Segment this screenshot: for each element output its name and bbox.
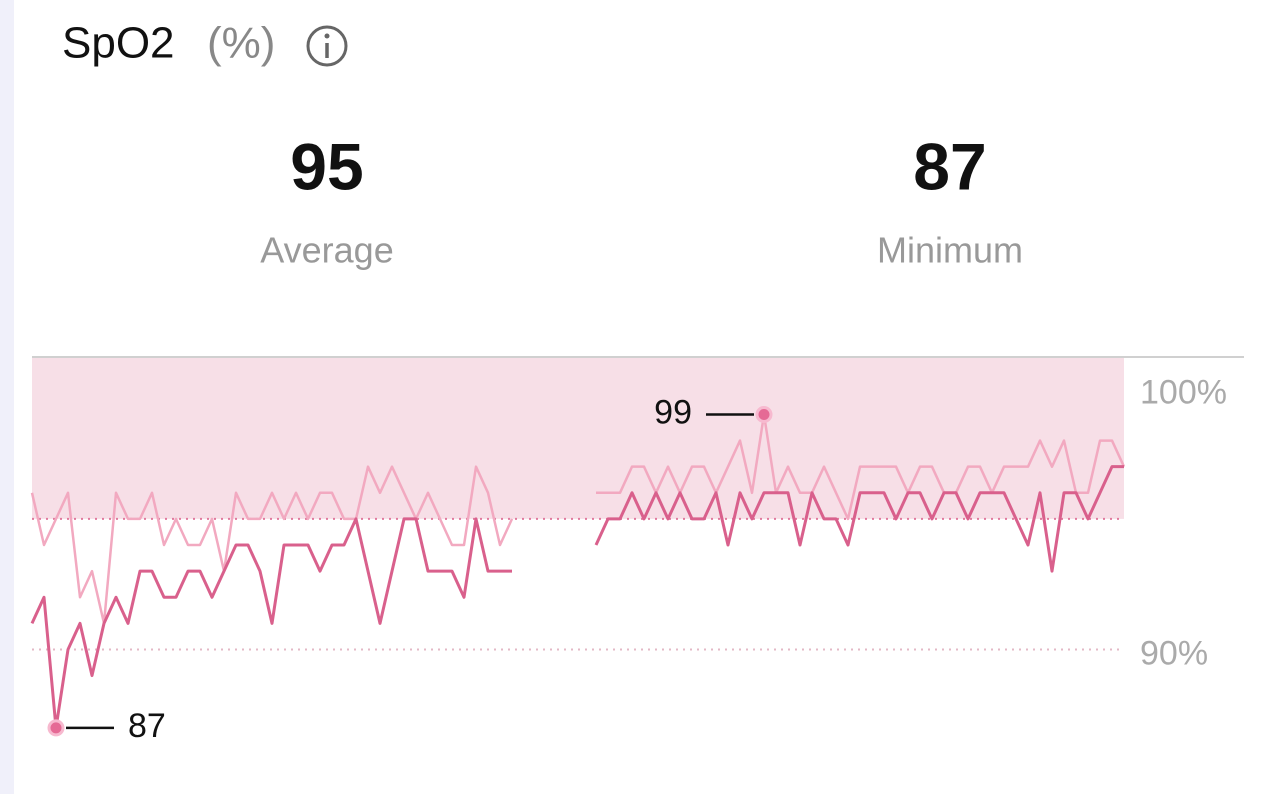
unit: (%) [207, 19, 275, 68]
info-icon[interactable] [306, 25, 348, 67]
annotation-label: 87 [128, 707, 166, 745]
extreme-marker [755, 405, 773, 423]
annotation-label: 99 [654, 393, 692, 431]
target-band [32, 357, 1124, 519]
stat-label: Average [260, 230, 393, 271]
title: SpO2 [62, 19, 175, 68]
extreme-marker [47, 719, 65, 737]
y-tick-label: 100% [1140, 373, 1227, 411]
stat-value: 87 [913, 129, 986, 203]
y-tick-label: 90% [1140, 634, 1208, 672]
stat-value: 95 [290, 129, 363, 203]
series-line [30, 413, 1126, 625]
series-line [30, 465, 1124, 730]
stat-label: Minimum [877, 230, 1023, 271]
